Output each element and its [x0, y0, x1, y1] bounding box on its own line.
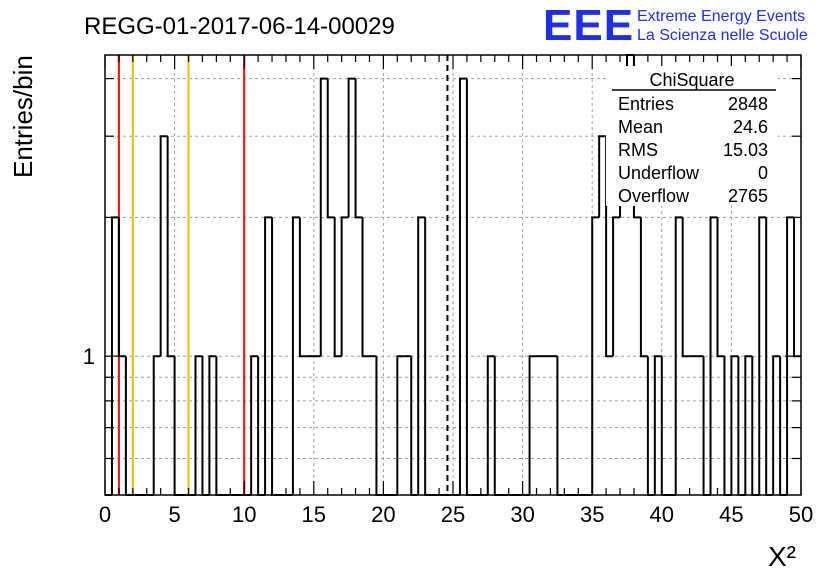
histogram-bin: [326, 78, 335, 219]
stats-value-overflow: 2765: [728, 186, 768, 206]
x-tick-label: 25: [441, 502, 465, 527]
x-tick-label: 30: [510, 502, 534, 527]
histogram-bin: [681, 217, 690, 358]
histogram-bin: [354, 78, 363, 219]
x-tick-label: 10: [232, 502, 256, 527]
stats-box: ChiSquare Entries 2848 Mean 24.6 RMS 15.…: [606, 66, 778, 206]
histogram-bin: [159, 135, 168, 357]
stats-value-underflow: 0: [758, 163, 768, 183]
stats-value-entries: 2848: [728, 94, 768, 114]
axis-ticks-layer: 0 5 10 15 20 25 30 35 40 45 50 1: [83, 55, 813, 527]
histogram-bin: [730, 355, 739, 495]
histogram-bin: [772, 355, 781, 495]
histogram-bin: [417, 216, 426, 495]
brand-line-2: La Scienza nelle Scuole: [637, 27, 808, 44]
histogram-bin: [612, 216, 621, 357]
y-tick-label: 1: [83, 344, 95, 369]
histogram-bin: [264, 216, 273, 495]
histogram-bin: [709, 216, 718, 495]
run-title: REGG-01-2017-06-14-00029: [84, 13, 395, 40]
histogram-bin: [598, 135, 607, 218]
x-tick-label: 5: [168, 502, 180, 527]
y-axis-label: Entries/bin: [8, 55, 38, 178]
x-tick-label: 15: [302, 502, 326, 527]
histogram-bin: [793, 217, 801, 358]
histogram-bin: [319, 77, 328, 357]
histogram-bin: [486, 355, 495, 495]
stats-label-rms: RMS: [618, 140, 658, 160]
x-tick-label: 0: [99, 502, 111, 527]
histogram-bin: [716, 217, 725, 358]
histogram-bin: [340, 216, 349, 357]
x-axis-label: X²: [768, 541, 796, 572]
histogram-bin: [639, 217, 648, 358]
stats-value-mean: 24.6: [733, 117, 768, 137]
histogram-bin: [396, 355, 405, 495]
histogram-bin: [166, 136, 175, 358]
histogram-bin: [758, 216, 767, 495]
histogram-bin: [298, 217, 307, 358]
histogram-bin: [674, 216, 683, 495]
histogram-bin: [605, 136, 614, 358]
x-tick-label: 40: [650, 502, 674, 527]
histogram-bin: [333, 217, 342, 358]
x-tick-label: 45: [719, 502, 743, 527]
eee-logo: EEE: [543, 1, 634, 50]
stats-label-underflow: Underflow: [618, 163, 700, 183]
stats-label-overflow: Overflow: [618, 186, 690, 206]
histogram-bin: [291, 216, 300, 495]
histogram-bin: [347, 77, 356, 218]
x-tick-label: 20: [371, 502, 395, 527]
histogram-bin: [744, 355, 753, 495]
stats-value-rms: 15.03: [723, 140, 768, 160]
histogram-bin: [152, 355, 161, 495]
histogram-bin: [458, 77, 467, 495]
histogram-bin: [591, 216, 600, 495]
histogram-bin: [250, 355, 259, 495]
stats-label-mean: Mean: [618, 117, 663, 137]
histogram-bin: [465, 78, 474, 496]
x-tick-label: 50: [789, 502, 813, 527]
stats-label-entries: Entries: [618, 94, 674, 114]
histogram-bin: [194, 355, 203, 495]
histogram-bin: [786, 216, 795, 495]
histogram-bin: [361, 217, 370, 358]
stats-box-title: ChiSquare: [649, 70, 734, 90]
histogram-bin: [208, 355, 217, 495]
histogram-bin: [653, 355, 662, 495]
x-tick-label: 35: [580, 502, 604, 527]
brand-line-1: Extreme Energy Events: [637, 8, 805, 25]
histogram-bin: [528, 355, 537, 495]
